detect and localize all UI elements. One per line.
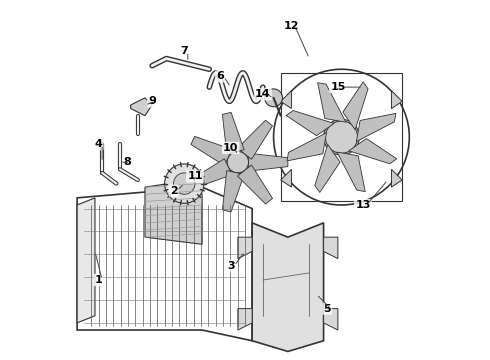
Circle shape: [173, 173, 195, 194]
Polygon shape: [145, 180, 202, 244]
Text: 10: 10: [223, 143, 239, 153]
Text: 3: 3: [227, 261, 235, 271]
Polygon shape: [281, 169, 292, 187]
Polygon shape: [323, 237, 338, 258]
Polygon shape: [248, 153, 288, 171]
Text: 11: 11: [187, 171, 203, 181]
Circle shape: [323, 119, 359, 155]
Polygon shape: [287, 133, 326, 161]
Text: 5: 5: [323, 303, 331, 314]
Polygon shape: [131, 98, 152, 116]
Circle shape: [165, 164, 204, 203]
Polygon shape: [191, 136, 232, 166]
Polygon shape: [392, 169, 402, 187]
Text: 6: 6: [216, 71, 224, 81]
Polygon shape: [337, 152, 365, 192]
Polygon shape: [318, 83, 346, 122]
Polygon shape: [77, 198, 95, 323]
Polygon shape: [222, 171, 244, 212]
Polygon shape: [238, 237, 252, 258]
Polygon shape: [286, 111, 334, 136]
Polygon shape: [323, 309, 338, 330]
Text: 4: 4: [95, 139, 102, 149]
Text: 13: 13: [355, 200, 370, 210]
Polygon shape: [238, 165, 272, 204]
Text: 8: 8: [123, 157, 131, 167]
Text: 12: 12: [284, 21, 299, 31]
Text: 2: 2: [170, 186, 177, 196]
Text: 9: 9: [148, 96, 156, 107]
Polygon shape: [252, 223, 323, 351]
Polygon shape: [238, 120, 272, 159]
Text: 15: 15: [330, 82, 345, 92]
Polygon shape: [315, 145, 340, 193]
Polygon shape: [281, 91, 292, 109]
Text: 14: 14: [255, 89, 270, 99]
Polygon shape: [238, 309, 252, 330]
Text: 1: 1: [95, 275, 102, 285]
Polygon shape: [191, 159, 232, 188]
Circle shape: [227, 152, 248, 173]
Polygon shape: [356, 113, 396, 141]
Text: 7: 7: [180, 46, 188, 57]
Polygon shape: [222, 112, 244, 154]
Polygon shape: [349, 139, 397, 164]
Polygon shape: [392, 91, 402, 109]
Polygon shape: [343, 82, 368, 130]
Circle shape: [265, 89, 283, 107]
